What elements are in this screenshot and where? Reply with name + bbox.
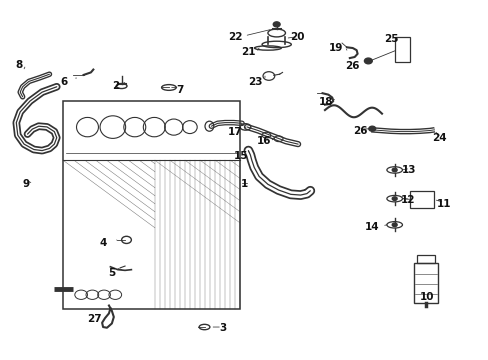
Circle shape	[391, 197, 396, 201]
Text: 12: 12	[400, 195, 415, 206]
Text: 26: 26	[352, 126, 367, 135]
Text: 4: 4	[99, 238, 106, 248]
Circle shape	[391, 168, 396, 172]
Circle shape	[364, 58, 371, 64]
Text: 5: 5	[108, 267, 115, 278]
Text: 16: 16	[256, 136, 271, 146]
Text: 18: 18	[319, 97, 333, 107]
Bar	[413, 263, 437, 303]
Text: 23: 23	[247, 77, 262, 87]
Text: 20: 20	[289, 32, 304, 42]
Text: 9: 9	[23, 179, 30, 189]
Text: 13: 13	[401, 165, 416, 175]
Text: 22: 22	[228, 32, 243, 41]
Text: 6: 6	[61, 77, 67, 87]
Text: 27: 27	[87, 314, 102, 324]
Text: 10: 10	[419, 292, 434, 302]
Bar	[63, 101, 239, 309]
Text: 17: 17	[227, 127, 242, 136]
Text: 25: 25	[384, 35, 398, 44]
Text: 3: 3	[219, 323, 226, 333]
Text: 26: 26	[345, 61, 359, 71]
Text: 14: 14	[364, 222, 379, 232]
Text: 11: 11	[436, 199, 451, 209]
Text: 15: 15	[233, 150, 247, 161]
Text: 21: 21	[241, 46, 255, 57]
Bar	[394, 37, 409, 62]
Bar	[416, 255, 434, 263]
Text: 7: 7	[176, 85, 183, 95]
Circle shape	[391, 223, 396, 226]
Text: 24: 24	[431, 133, 446, 143]
Text: 8: 8	[16, 60, 23, 70]
Text: 1: 1	[241, 179, 247, 189]
Circle shape	[368, 126, 375, 131]
Text: 2: 2	[111, 81, 119, 91]
Circle shape	[273, 22, 280, 27]
Text: 19: 19	[328, 43, 343, 53]
